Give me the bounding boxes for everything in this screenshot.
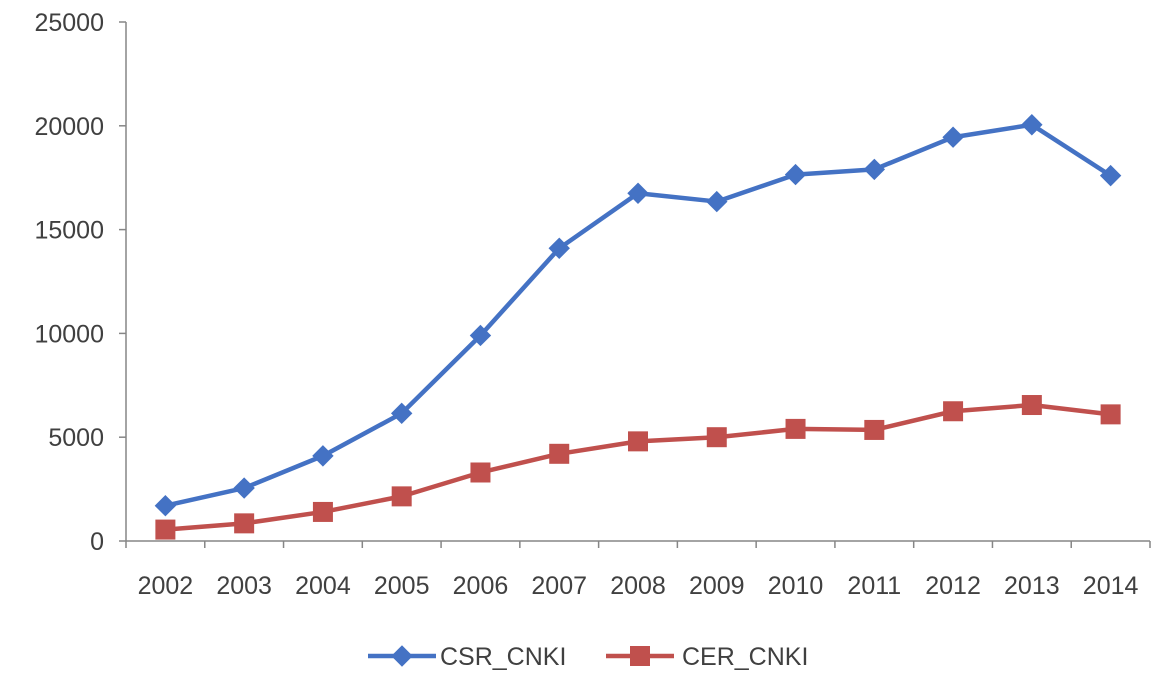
- data-point-csr-cnki: [1099, 164, 1122, 187]
- y-tick-label: 20000: [34, 113, 104, 141]
- data-point-cer-cnki: [470, 462, 491, 483]
- x-tick-label: 2005: [374, 572, 430, 600]
- data-point-csr-cnki: [548, 237, 570, 259]
- axes: 0 5000 10000 15000 20000 25000 2002 2003 2004 200…: [34, 9, 1151, 600]
- data-point-csr-cnki: [233, 477, 255, 499]
- legend-label: CSR_CNKI: [440, 643, 566, 671]
- y-tick-label: 10000: [34, 320, 104, 348]
- x-tick-label: 2006: [453, 572, 509, 600]
- data-point-csr-cnki: [863, 158, 886, 181]
- data-point-csr-cnki: [784, 163, 807, 186]
- data-point-cer-cnki: [391, 486, 412, 507]
- legend: CSR_CNKI CER_CNKI: [368, 643, 808, 671]
- legend-item-cer-cnki: CER_CNKI: [606, 643, 808, 671]
- data-point-cer-cnki: [1021, 395, 1042, 416]
- data-point-csr-cnki: [312, 445, 334, 467]
- series-layer: [154, 114, 1122, 540]
- legend-label: CER_CNKI: [682, 643, 808, 671]
- data-point-csr-cnki: [1021, 114, 1043, 136]
- x-tick-label: 2009: [689, 572, 745, 600]
- x-tick-label: 2013: [1004, 572, 1060, 600]
- data-point-cer-cnki: [155, 519, 176, 540]
- x-tick-label: 2007: [531, 572, 587, 600]
- x-tick-label: 2008: [610, 572, 666, 600]
- data-point-cer-cnki: [785, 418, 806, 439]
- y-tick-label: 0: [90, 528, 104, 556]
- x-tick-label: 2012: [925, 572, 981, 600]
- series-cer-cnki: [155, 395, 1121, 540]
- data-point-cer-cnki: [1100, 404, 1121, 425]
- legend-swatch-marker: [630, 646, 650, 666]
- data-point-cer-cnki: [706, 427, 727, 448]
- data-point-csr-cnki: [627, 182, 649, 204]
- y-tick-label: 25000: [34, 9, 104, 37]
- data-point-csr-cnki: [154, 495, 177, 517]
- data-point-csr-cnki: [390, 402, 413, 425]
- data-point-cer-cnki: [943, 401, 964, 422]
- data-point-cer-cnki: [628, 431, 648, 452]
- data-point-cer-cnki: [549, 443, 570, 464]
- y-tick-label: 15000: [34, 217, 104, 245]
- legend-swatch-marker: [391, 645, 413, 667]
- legend-item-csr-cnki: CSR_CNKI: [368, 643, 566, 671]
- series-csr-cnki: [154, 114, 1122, 517]
- x-tick-label: 2002: [138, 572, 194, 600]
- x-tick-label: 2003: [216, 572, 272, 600]
- x-tick-label: 2010: [768, 572, 824, 600]
- data-point-cer-cnki: [234, 513, 255, 534]
- x-tick-label: 2014: [1083, 572, 1139, 600]
- data-point-csr-cnki: [942, 126, 964, 148]
- data-point-csr-cnki: [469, 324, 492, 347]
- x-tick-label: 2004: [295, 572, 351, 600]
- y-tick-label: 5000: [48, 424, 104, 452]
- data-point-cer-cnki: [312, 501, 333, 522]
- data-point-csr-cnki: [706, 190, 728, 213]
- data-point-cer-cnki: [864, 419, 885, 440]
- x-tick-label: 2011: [847, 572, 901, 600]
- series-line-cer-cnki: [163, 402, 1113, 532]
